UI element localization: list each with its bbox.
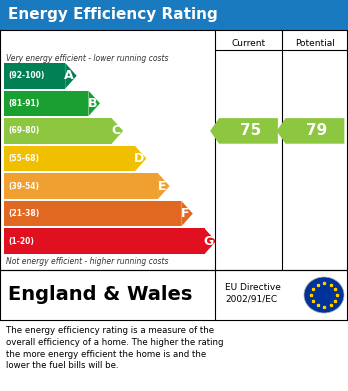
Text: B: B [88, 97, 97, 110]
Text: Energy Efficiency Rating: Energy Efficiency Rating [8, 7, 218, 23]
Polygon shape [158, 173, 169, 199]
Text: Current: Current [231, 38, 266, 47]
Text: (21-38): (21-38) [8, 209, 39, 218]
Text: (81-91): (81-91) [8, 99, 39, 108]
Bar [4, 63, 65, 89]
Polygon shape [205, 228, 216, 254]
Text: Potential: Potential [295, 38, 335, 47]
Bar [4, 91, 88, 116]
Text: Very energy efficient - lower running costs: Very energy efficient - lower running co… [6, 54, 168, 63]
Bar [4, 118, 112, 144]
Text: F: F [181, 207, 190, 220]
Bar [4, 146, 135, 171]
Text: E: E [158, 179, 166, 193]
Text: (55-68): (55-68) [8, 154, 39, 163]
Text: EU Directive
2002/91/EC: EU Directive 2002/91/EC [225, 283, 281, 303]
Text: (69-80): (69-80) [8, 126, 39, 135]
Text: A: A [64, 69, 74, 82]
Ellipse shape [304, 277, 344, 313]
Polygon shape [181, 201, 193, 226]
Text: Not energy efficient - higher running costs: Not energy efficient - higher running co… [6, 257, 168, 266]
Text: (39-54): (39-54) [8, 181, 39, 190]
Text: (1-20): (1-20) [8, 237, 34, 246]
Polygon shape [135, 146, 147, 171]
Polygon shape [65, 63, 77, 89]
Bar [4, 173, 158, 199]
Bar [4, 228, 205, 254]
Text: C: C [111, 124, 120, 137]
Text: The energy efficiency rating is a measure of the
overall efficiency of a home. T: The energy efficiency rating is a measur… [6, 326, 223, 370]
Text: 75: 75 [240, 124, 261, 138]
Text: (92-100): (92-100) [8, 71, 45, 80]
Text: D: D [134, 152, 144, 165]
Text: G: G [204, 235, 214, 248]
Bar [4, 201, 181, 226]
Text: 79: 79 [306, 124, 327, 138]
Polygon shape [112, 118, 123, 144]
Polygon shape [210, 118, 278, 144]
Bar [0, 270, 348, 320]
Polygon shape [88, 91, 100, 116]
Bar [0, 0, 348, 30]
Text: England & Wales: England & Wales [8, 285, 192, 305]
Polygon shape [277, 118, 345, 144]
